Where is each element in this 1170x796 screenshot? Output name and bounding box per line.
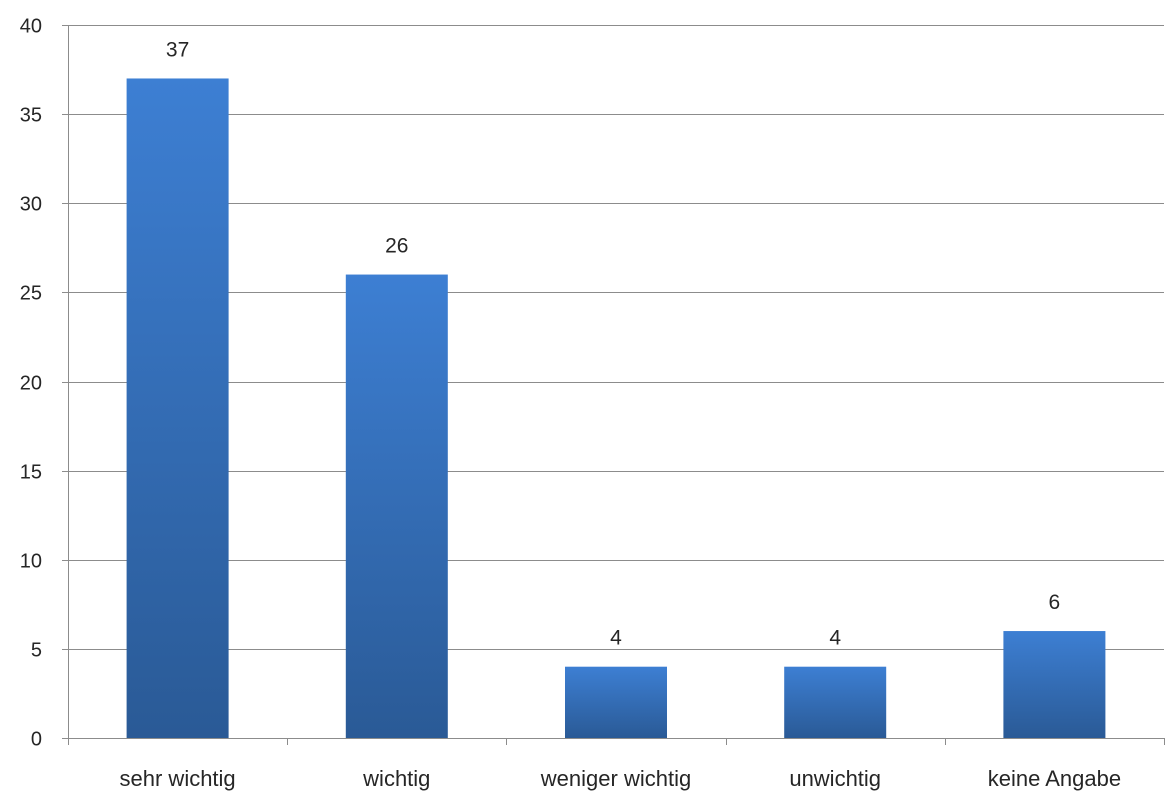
x-category-label: unwichtig bbox=[789, 766, 881, 791]
bar bbox=[565, 666, 667, 738]
data-label: 37 bbox=[166, 38, 189, 61]
x-category-label: keine Angabe bbox=[988, 766, 1121, 791]
x-category-label: wichtig bbox=[362, 766, 430, 791]
data-label: 4 bbox=[610, 627, 622, 650]
y-tick-label: 25 bbox=[20, 283, 42, 305]
y-tick-label: 5 bbox=[31, 640, 42, 662]
data-label: 6 bbox=[1049, 591, 1061, 614]
data-label: 4 bbox=[829, 627, 841, 650]
y-tick-label: 30 bbox=[20, 194, 42, 216]
y-tick-label: 40 bbox=[20, 16, 42, 38]
gridlines bbox=[68, 25, 1164, 650]
x-category-label: weniger wichtig bbox=[540, 766, 691, 791]
y-tick-label: 20 bbox=[20, 373, 42, 395]
y-tick-label: 10 bbox=[20, 551, 42, 573]
y-tick-label: 35 bbox=[20, 105, 42, 127]
bar bbox=[784, 666, 887, 738]
labels: 0 5 10 15 20 25 30 35 40 37 sehr wichtig 26 wichtig 4… bbox=[20, 16, 1121, 792]
y-tick-label: 0 bbox=[31, 729, 42, 751]
bar bbox=[1003, 631, 1106, 738]
data-label: 26 bbox=[385, 235, 408, 258]
bar bbox=[126, 78, 229, 739]
y-tick-label: 15 bbox=[20, 462, 42, 484]
bars bbox=[126, 78, 1106, 739]
x-category-label: sehr wichtig bbox=[120, 766, 236, 791]
axes bbox=[62, 25, 1165, 745]
bar bbox=[345, 274, 448, 738]
